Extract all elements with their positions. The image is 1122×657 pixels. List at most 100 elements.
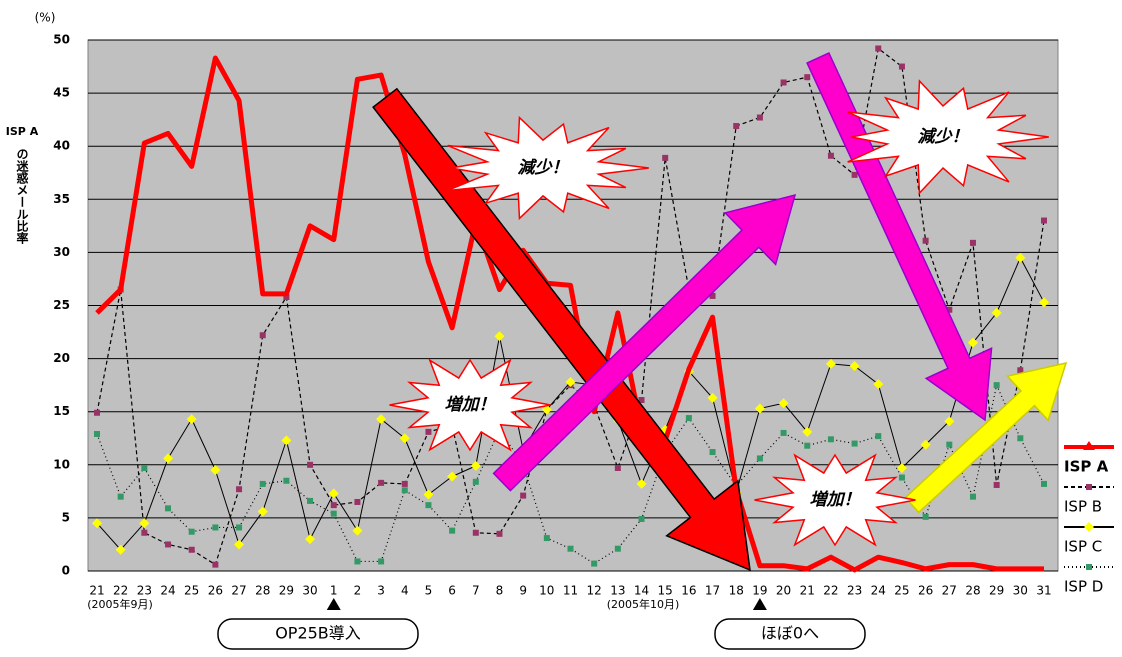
data-point <box>709 292 716 299</box>
data-point <box>541 404 552 415</box>
annotation: 減少！ <box>518 158 569 178</box>
annotation: 増加！ <box>445 395 496 415</box>
data-point <box>875 45 882 52</box>
data-point <box>496 530 503 537</box>
data-point <box>449 527 456 534</box>
event-triangle <box>326 598 341 610</box>
data-point <box>376 414 387 425</box>
x-tick-label: 9 <box>519 584 527 598</box>
data-point <box>946 306 953 313</box>
y-tick-label: 45 <box>53 86 70 100</box>
data-point <box>210 465 221 476</box>
x-tick-label: 10 <box>539 584 554 598</box>
x-tick-label: 30 <box>302 584 317 598</box>
data-point <box>188 528 195 535</box>
data-point <box>662 154 669 161</box>
data-point <box>259 480 266 487</box>
data-point <box>685 415 692 422</box>
data-point <box>283 294 290 301</box>
x-tick-label: 27 <box>231 584 246 598</box>
burst <box>447 115 649 221</box>
data-point <box>330 510 337 517</box>
series-line <box>96 384 1045 565</box>
data-point <box>94 409 100 416</box>
data-point <box>281 435 292 446</box>
series-3 <box>94 382 1047 567</box>
x-tick-label: 24 <box>871 584 886 598</box>
arrow <box>492 193 797 492</box>
data-point <box>969 239 976 246</box>
x-tick-label: 26 <box>918 584 933 598</box>
series-2 <box>92 252 1049 555</box>
event-box <box>714 618 866 650</box>
x-tick-label: 7 <box>472 584 480 598</box>
data-point <box>212 524 219 531</box>
data-point <box>591 560 598 567</box>
data-point <box>1015 252 1026 263</box>
x-tick-label: 22 <box>823 584 838 598</box>
x-tick-label: 14 <box>634 584 649 598</box>
x-tick-label: 23 <box>847 584 862 598</box>
y-tick-label: 15 <box>53 404 70 418</box>
data-point <box>827 436 834 443</box>
series-0 <box>95 55 1044 573</box>
data-point <box>756 455 763 462</box>
data-point <box>922 513 929 520</box>
x-tick-label: 30 <box>1013 584 1028 598</box>
x-tick-label: 2 <box>354 584 362 598</box>
x-tick-label: 24 <box>160 584 175 598</box>
data-point <box>804 74 811 81</box>
x-tick-label: 28 <box>255 584 270 598</box>
data-point <box>257 506 268 517</box>
y-tick-label: 25 <box>53 298 70 312</box>
y-tick-label: 10 <box>53 457 70 471</box>
data-point <box>520 492 527 499</box>
data-point <box>425 502 432 509</box>
series-line <box>96 47 1045 566</box>
y-axis-label: ISP A <box>6 125 39 138</box>
data-point <box>1041 217 1047 224</box>
data-point <box>993 382 1000 389</box>
data-point <box>234 539 245 550</box>
x-tick-label: 16 <box>681 584 696 598</box>
x-tick-label: 21 <box>89 584 104 598</box>
data-point <box>307 461 314 468</box>
data-point <box>1041 480 1047 487</box>
event-box <box>217 618 419 650</box>
data-point <box>638 515 645 522</box>
data-point <box>969 493 976 500</box>
x-tick-label: 5 <box>425 584 433 598</box>
x-tick-label: 3 <box>377 584 385 598</box>
annotation: 増加！ <box>810 490 861 510</box>
data-point <box>636 478 647 489</box>
data-point <box>259 332 266 339</box>
data-point <box>117 493 124 500</box>
period-label: (2005年9月) <box>87 597 153 611</box>
data-point <box>780 79 787 86</box>
data-point <box>875 433 882 440</box>
burst <box>389 358 551 452</box>
data-point <box>472 529 479 536</box>
data-point <box>638 397 645 404</box>
x-tick-label: 26 <box>208 584 223 598</box>
data-point <box>849 361 860 372</box>
data-point <box>543 535 550 542</box>
data-point <box>399 433 410 444</box>
x-tick-label: 19 <box>752 584 767 598</box>
legend-marker <box>1086 484 1092 490</box>
legend-label: ISP C <box>1064 538 1102 556</box>
data-point <box>212 561 219 568</box>
data-point <box>165 505 172 512</box>
data-point <box>851 171 858 178</box>
data-point <box>141 529 148 536</box>
data-point <box>1039 297 1049 308</box>
data-point <box>236 524 243 531</box>
data-point <box>328 488 339 499</box>
data-point <box>756 114 763 121</box>
data-point <box>354 558 361 565</box>
event-label: OP25B導入 <box>275 624 361 643</box>
y-tick-label: 0 <box>62 564 70 578</box>
data-point <box>567 545 574 552</box>
data-point <box>139 518 150 529</box>
data-point <box>307 497 314 504</box>
